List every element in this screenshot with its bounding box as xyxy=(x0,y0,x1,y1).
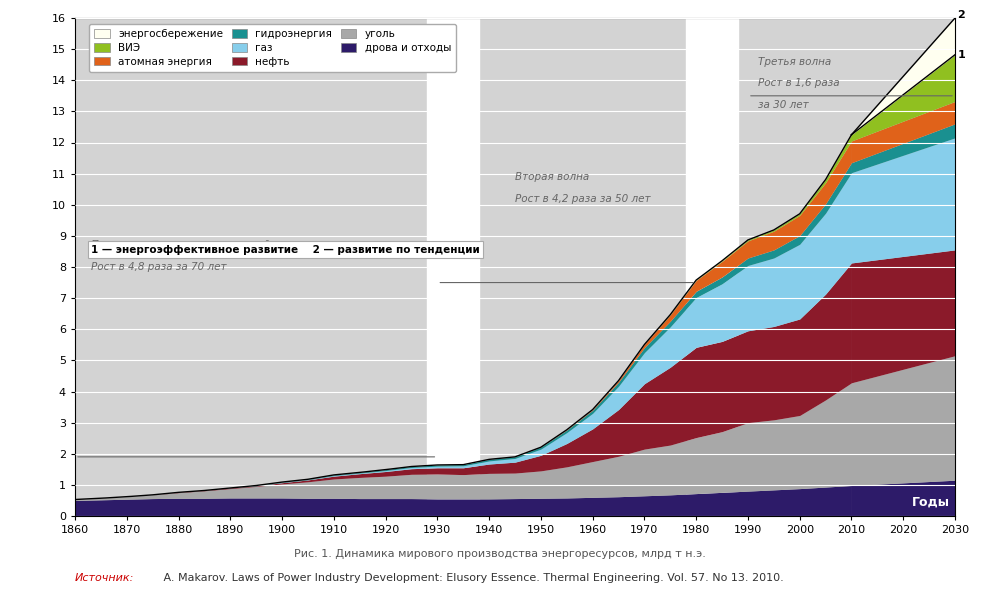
Text: Третья волна: Третья волна xyxy=(758,56,832,67)
Text: Рост в 1,6 раза: Рост в 1,6 раза xyxy=(758,79,840,88)
Bar xyxy=(686,18,738,516)
Text: 1 — энергоэффективное развитие    2 — развитие по тенденции: 1 — энергоэффективное развитие 2 — разви… xyxy=(91,245,480,254)
Text: Рис. 1. Динамика мирового производства энергоресурсов, млрд т н.э.: Рис. 1. Динамика мирового производства э… xyxy=(294,549,706,559)
Text: 2: 2 xyxy=(958,10,965,20)
Legend: энергосбережение, ВИЭ, атомная энергия, гидроэнергия, газ, нефть, уголь, дрова и: энергосбережение, ВИЭ, атомная энергия, … xyxy=(89,24,456,72)
Text: Первая волна развития мировой энергетики: Первая волна развития мировой энергетики xyxy=(91,241,336,250)
Bar xyxy=(427,18,479,516)
Text: Вторая волна: Вторая волна xyxy=(515,172,589,182)
Text: Рост в 4,2 раза за 50 лет: Рост в 4,2 раза за 50 лет xyxy=(515,194,650,203)
Text: Источник:: Источник: xyxy=(75,573,134,583)
Text: 1: 1 xyxy=(958,50,965,60)
Text: A. Makarov. Laws of Power Industry Development: Elusory Essence. Thermal Enginee: A. Makarov. Laws of Power Industry Devel… xyxy=(160,573,784,583)
Text: за 30 лет: за 30 лет xyxy=(758,100,809,110)
Text: Рост в 4,8 раза за 70 лет: Рост в 4,8 раза за 70 лет xyxy=(91,262,226,272)
Text: Годы: Годы xyxy=(912,495,950,508)
